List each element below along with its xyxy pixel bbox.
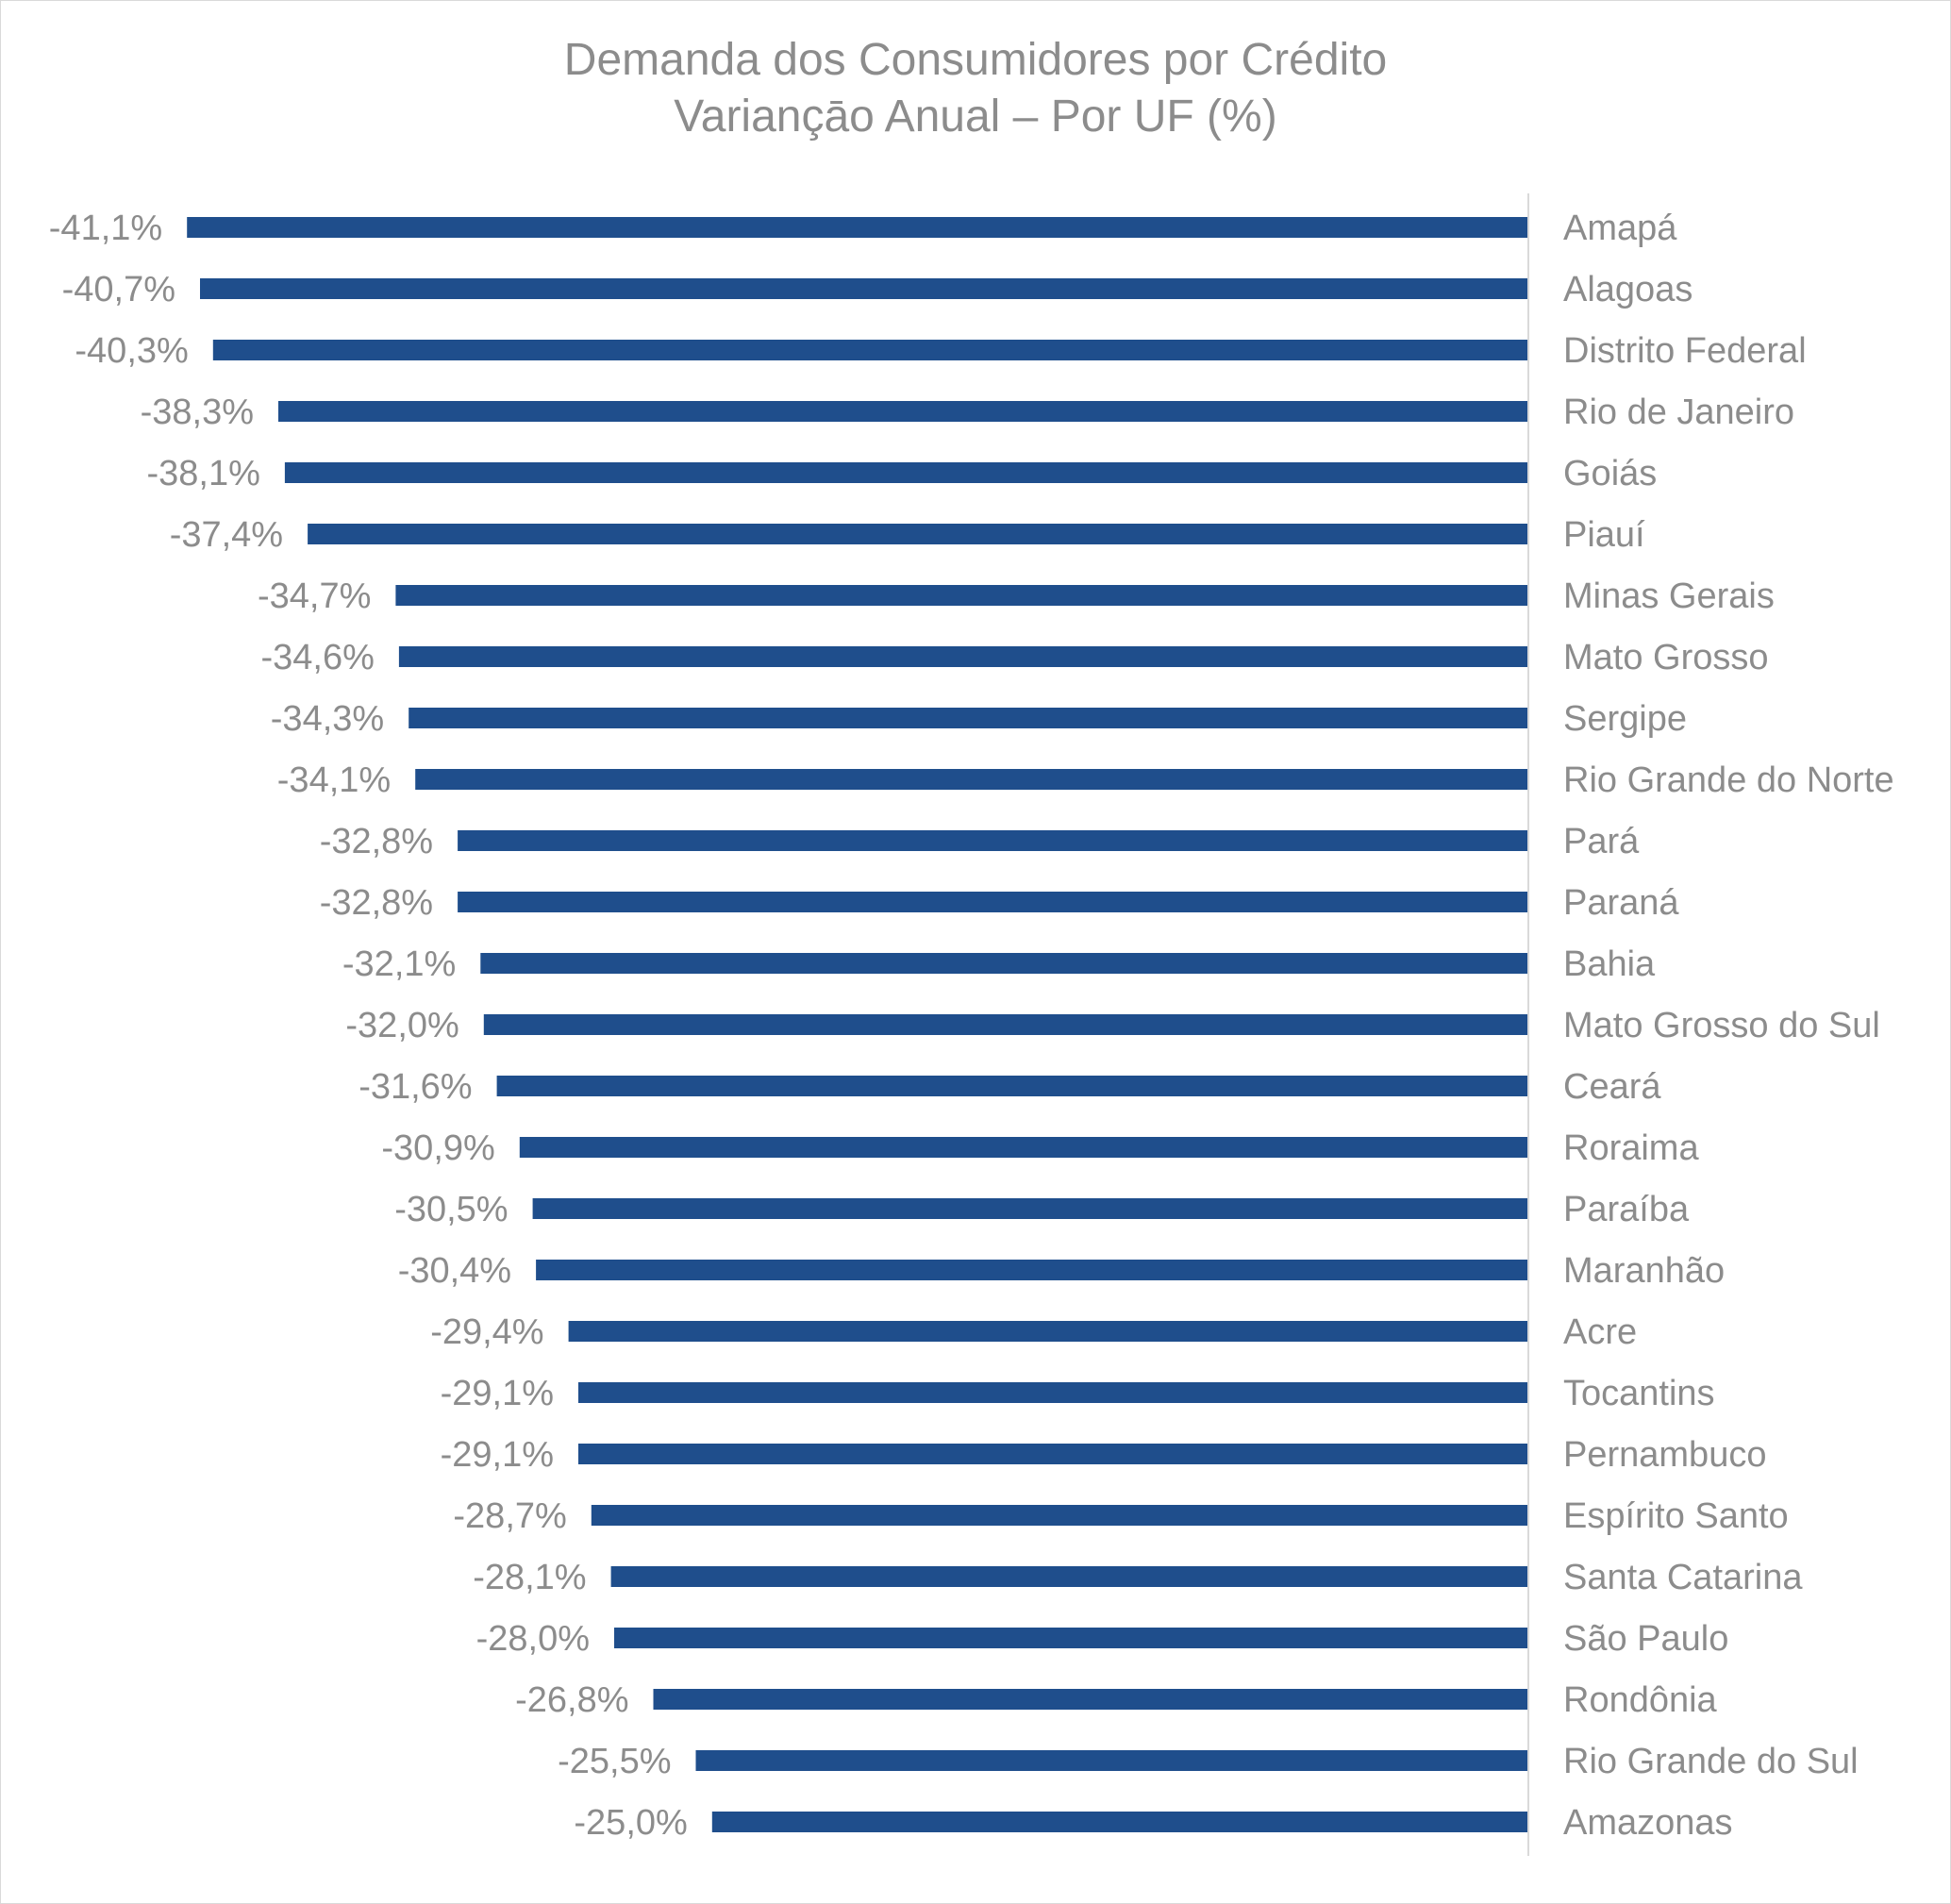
chart-title: Demanda dos Consumidores por Crédito <box>564 35 1387 85</box>
category-label-2: Distrito Federal <box>1563 331 1807 371</box>
category-label-25: Rio Grande do Sul <box>1563 1742 1859 1781</box>
data-label-5: -37,4% <box>170 515 283 555</box>
data-label-15: -30,9% <box>381 1128 494 1168</box>
data-label-6: -34,7% <box>258 576 371 616</box>
bar-0 <box>187 217 1528 238</box>
category-label-15: Roraima <box>1563 1128 1699 1168</box>
data-label-9: -34,1% <box>277 760 391 800</box>
data-label-2: -40,3% <box>75 331 188 371</box>
data-label-25: -25,5% <box>558 1742 671 1781</box>
bar-25 <box>695 1750 1527 1771</box>
data-label-11: -32,8% <box>320 883 433 923</box>
category-label-1: Alagoas <box>1563 270 1693 309</box>
category-label-23: São Paulo <box>1563 1619 1728 1659</box>
bar-5 <box>308 524 1528 544</box>
bar-17 <box>536 1260 1527 1280</box>
bar-14 <box>496 1076 1527 1096</box>
data-label-10: -32,8% <box>320 822 433 861</box>
data-label-1: -40,7% <box>62 270 175 309</box>
bar-10 <box>458 830 1528 851</box>
category-label-12: Bahia <box>1563 944 1656 984</box>
category-label-11: Paraná <box>1563 883 1679 923</box>
category-label-7: Mato Grosso <box>1563 638 1769 677</box>
category-label-6: Minas Gerais <box>1563 576 1775 616</box>
data-label-16: -30,5% <box>394 1190 508 1229</box>
category-label-14: Ceará <box>1563 1067 1661 1107</box>
bar-12 <box>480 953 1527 974</box>
category-label-10: Pará <box>1563 822 1640 861</box>
category-label-20: Pernambuco <box>1563 1435 1766 1475</box>
data-label-26: -25,0% <box>574 1803 687 1843</box>
bar-9 <box>415 769 1528 790</box>
data-label-24: -26,8% <box>515 1680 628 1720</box>
bar-19 <box>578 1382 1527 1403</box>
category-label-26: Amazonas <box>1563 1803 1733 1843</box>
bar-23 <box>614 1628 1527 1648</box>
bar-13 <box>483 1014 1527 1035</box>
data-label-22: -28,1% <box>473 1558 586 1597</box>
data-label-20: -29,1% <box>441 1435 554 1475</box>
category-label-21: Espírito Santo <box>1563 1496 1789 1536</box>
category-label-4: Goiás <box>1563 454 1657 493</box>
category-label-19: Tocantins <box>1563 1374 1715 1413</box>
bar-4 <box>284 462 1527 483</box>
data-label-0: -41,1% <box>49 209 162 248</box>
data-label-13: -32,0% <box>345 1006 459 1045</box>
bar-15 <box>519 1137 1527 1158</box>
bar-7 <box>398 646 1527 667</box>
data-label-3: -38,3% <box>141 392 254 432</box>
category-label-9: Rio Grande do Norte <box>1563 760 1894 800</box>
bar-11 <box>458 892 1528 912</box>
category-label-8: Sergipe <box>1563 699 1687 739</box>
category-label-17: Maranhão <box>1563 1251 1725 1291</box>
category-label-3: Rio de Janeiro <box>1563 392 1794 432</box>
data-label-7: -34,6% <box>260 638 374 677</box>
bar-3 <box>278 401 1527 422</box>
labels-layer: -41,1% Amapá -40,7% Alagoas -40,3% Distrito F… <box>49 209 1894 1843</box>
data-label-18: -29,4% <box>430 1312 543 1352</box>
data-label-12: -32,1% <box>342 944 456 984</box>
data-label-8: -34,3% <box>271 699 384 739</box>
bar-26 <box>711 1812 1528 1832</box>
category-label-0: Amapá <box>1563 209 1677 248</box>
data-label-4: -38,1% <box>146 454 259 493</box>
data-label-21: -28,7% <box>453 1496 566 1536</box>
bar-21 <box>591 1505 1527 1526</box>
bar-24 <box>653 1689 1527 1710</box>
data-label-23: -28,0% <box>476 1619 590 1659</box>
category-label-16: Paraíba <box>1563 1190 1690 1229</box>
data-label-14: -31,6% <box>359 1067 472 1107</box>
data-label-19: -29,1% <box>441 1374 554 1413</box>
category-label-13: Mato Grosso do Sul <box>1563 1006 1880 1045</box>
category-label-18: Acre <box>1563 1312 1637 1352</box>
bars-layer <box>187 217 1528 1832</box>
bar-2 <box>212 340 1527 360</box>
category-label-22: Santa Catarina <box>1563 1558 1803 1597</box>
category-label-5: Piauí <box>1563 515 1645 555</box>
bar-20 <box>578 1444 1527 1464</box>
bar-1 <box>200 278 1527 299</box>
category-label-24: Rondônia <box>1563 1680 1718 1720</box>
bar-22 <box>610 1566 1527 1587</box>
data-label-17: -30,4% <box>398 1251 511 1291</box>
chart-subtitle: Variançāo Anual – Por UF (%) <box>674 92 1276 142</box>
bar-8 <box>409 708 1528 728</box>
bar-6 <box>395 585 1527 606</box>
bar-16 <box>532 1198 1527 1219</box>
bar-18 <box>568 1321 1527 1342</box>
